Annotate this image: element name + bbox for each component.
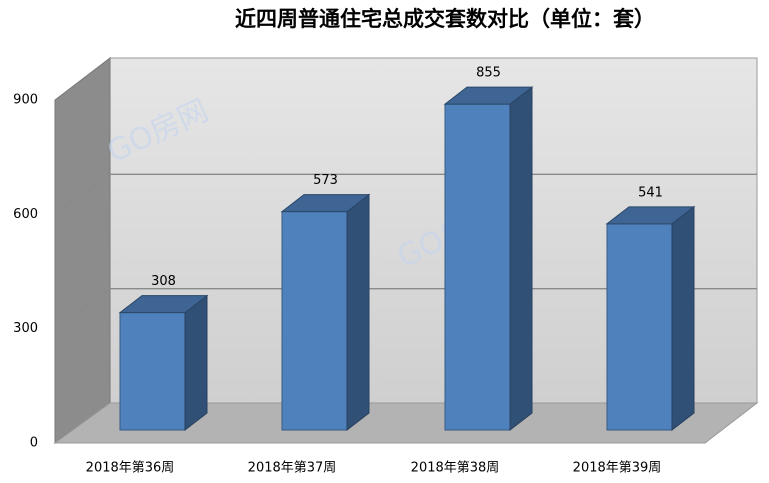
y-tick-label: 900	[13, 93, 38, 108]
floor	[53, 402, 759, 444]
value-label: 855	[476, 66, 501, 81]
y-tick-label: 300	[13, 321, 38, 336]
bar	[280, 193, 371, 432]
chart-title: 近四周普通住宅总成交套数对比（单位：套）	[235, 7, 655, 31]
bar-side	[671, 205, 695, 432]
value-label: 541	[638, 185, 663, 200]
bar-front	[444, 103, 511, 431]
bar-side	[184, 294, 208, 432]
value-label: 308	[151, 274, 176, 289]
side-wall	[54, 56, 111, 444]
bar-front	[119, 312, 186, 431]
x-tick-label: 2018年第38周	[411, 461, 500, 476]
bar-front	[606, 223, 673, 431]
bar-top	[443, 86, 534, 105]
x-tick-label: 2018年第39周	[573, 461, 662, 476]
value-label: 573	[313, 173, 338, 188]
bar	[443, 86, 534, 432]
bar-side	[346, 193, 370, 432]
bar-side	[509, 86, 533, 432]
y-tick-label: 600	[13, 207, 38, 222]
bar-front	[281, 211, 348, 431]
x-tick-label: 2018年第37周	[248, 461, 337, 476]
x-tick-label: 2018年第36周	[86, 461, 175, 476]
bar-top	[118, 295, 209, 314]
grid-line	[54, 173, 757, 215]
y-tick-label: 0	[30, 436, 38, 451]
bar	[605, 205, 696, 432]
grid-line	[54, 288, 757, 330]
bar-top	[605, 206, 696, 225]
bar	[118, 294, 209, 432]
bar-top	[280, 194, 371, 213]
